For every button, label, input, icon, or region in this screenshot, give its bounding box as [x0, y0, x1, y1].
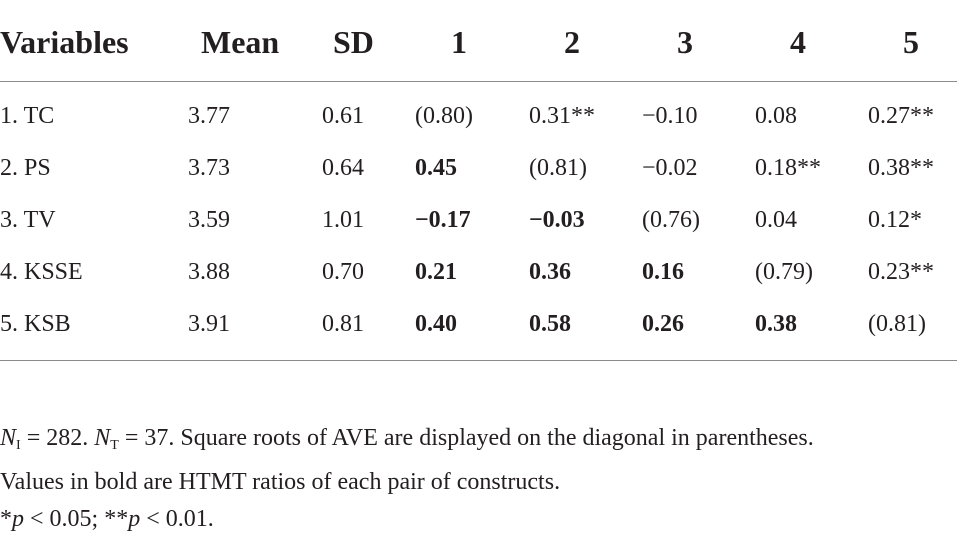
table-cell: (0.81)	[529, 155, 587, 181]
n-t-subscript: T	[110, 438, 119, 453]
table-cell: (0.80)	[415, 103, 473, 129]
table-cell: 3.73	[188, 155, 230, 181]
table-cell: 5. KSB	[0, 311, 71, 337]
sig1-suffix: < 0.05; **	[24, 506, 129, 532]
header-col-3: 3	[677, 24, 693, 60]
table-cell: 0.26	[642, 311, 684, 337]
correlation-table: Variables Mean SD 1 2 3 4 5 1. TC 3.77 0…	[0, 0, 957, 350]
table-cell: 0.81	[322, 311, 364, 337]
header-variables: Variables	[0, 24, 129, 60]
table-cell: 3.77	[188, 103, 230, 129]
table-cell: 0.70	[322, 259, 364, 285]
table-cell: 0.36	[529, 259, 571, 285]
note-sample-sizes: NI = 282. NT = 37. Square roots of AVE a…	[0, 420, 957, 464]
table-cell: 4. KSSE	[0, 259, 83, 285]
header-col-5: 5	[903, 24, 919, 60]
table-cell: 0.27**	[868, 103, 934, 129]
table-cell: 3.88	[188, 259, 230, 285]
table-cell: (0.76)	[642, 207, 700, 233]
table-cell: 0.21	[415, 259, 457, 285]
sig1-prefix: *	[0, 506, 12, 532]
n-i-subscript: I	[16, 438, 21, 453]
n-t-value: = 37. Square roots of AVE are displayed …	[118, 425, 814, 451]
table-cell: 0.58	[529, 311, 571, 337]
table-cell: (0.81)	[868, 311, 926, 337]
table-cell: 2. PS	[0, 155, 51, 181]
table-cell: (0.79)	[755, 259, 813, 285]
table-cell: −0.10	[642, 103, 698, 129]
table-cell: 0.31**	[529, 103, 595, 129]
table-cell: 0.61	[322, 103, 364, 129]
table-cell: 0.38**	[868, 155, 934, 181]
table-cell: 0.45	[415, 155, 457, 181]
table-cell: 0.40	[415, 311, 457, 337]
table-notes: NI = 282. NT = 37. Square roots of AVE a…	[0, 420, 957, 538]
table-body: 1. TC 3.77 0.61 (0.80) 0.31** −0.10 0.08…	[0, 82, 957, 350]
sig2-suffix: < 0.01.	[140, 506, 214, 532]
note-bold-explanation: Values in bold are HTMT ratios of each p…	[0, 469, 561, 495]
table-row: 5. KSB 3.91 0.81 0.40 0.58 0.26 0.38 (0.…	[0, 298, 957, 350]
n-i-value: = 282.	[20, 425, 95, 451]
table-header-row: Variables Mean SD 1 2 3 4 5	[0, 0, 957, 82]
table-cell: 3. TV	[0, 207, 56, 233]
table-row: 4. KSSE 3.88 0.70 0.21 0.36 0.16 (0.79) …	[0, 246, 957, 298]
table-cell: 0.12*	[868, 207, 922, 233]
table-cell: −0.03	[529, 207, 585, 233]
table-row: 2. PS 3.73 0.64 0.45 (0.81) −0.02 0.18**…	[0, 142, 957, 194]
table-cell: −0.02	[642, 155, 698, 181]
table-cell: −0.17	[415, 207, 471, 233]
table-cell: 0.08	[755, 103, 797, 129]
header-sd: SD	[333, 24, 374, 60]
table-cell: 0.38	[755, 311, 797, 337]
header-col-4: 4	[790, 24, 806, 60]
header-col-2: 2	[564, 24, 580, 60]
table-cell: 0.23**	[868, 259, 934, 285]
note-significance: *p < 0.05; **p < 0.01.	[0, 501, 957, 538]
p-symbol: p	[128, 506, 141, 532]
header-col-1: 1	[451, 24, 467, 60]
table-cell: 0.04	[755, 207, 797, 233]
table-row: 3. TV 3.59 1.01 −0.17 −0.03 (0.76) 0.04 …	[0, 194, 957, 246]
table-row: 1. TC 3.77 0.61 (0.80) 0.31** −0.10 0.08…	[0, 90, 957, 142]
n-i-symbol: N	[0, 425, 17, 451]
table-cell: 1.01	[322, 207, 364, 233]
table-cell: 1. TC	[0, 103, 55, 129]
table-bottom-rule	[0, 360, 957, 361]
header-mean: Mean	[201, 24, 280, 60]
table-cell: 0.18**	[755, 155, 821, 181]
table-cell: 0.64	[322, 155, 364, 181]
table-cell: 3.59	[188, 207, 230, 233]
n-t-symbol: N	[94, 425, 111, 451]
p-symbol: p	[12, 506, 24, 532]
table-cell: 3.91	[188, 311, 230, 337]
table-cell: 0.16	[642, 259, 684, 285]
